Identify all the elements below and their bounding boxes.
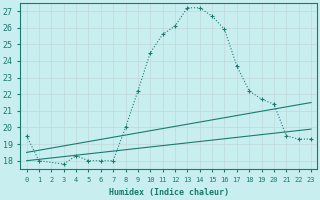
X-axis label: Humidex (Indice chaleur): Humidex (Indice chaleur) [109, 188, 229, 197]
